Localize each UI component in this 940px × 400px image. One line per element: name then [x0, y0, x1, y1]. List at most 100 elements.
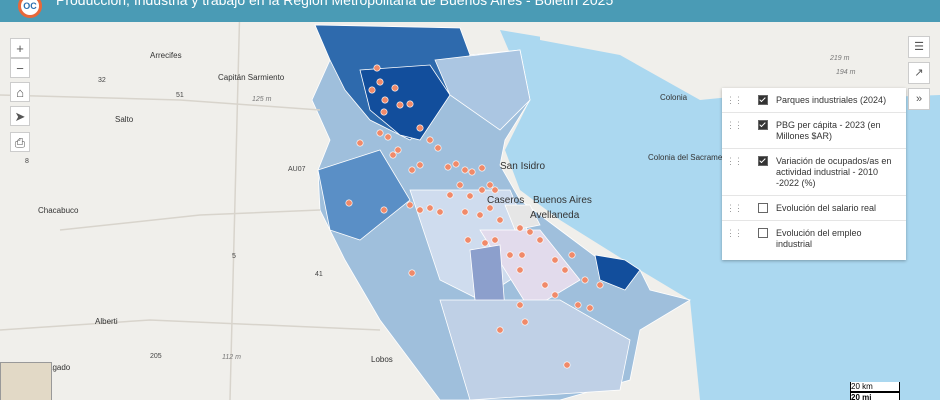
layer-label: Evolución del empleo industrial [776, 228, 862, 249]
zoom-out-button[interactable]: − [10, 58, 30, 78]
place-label: Chacabuco [38, 206, 79, 215]
layer-item[interactable]: ⋮⋮ Evolución del salario real [722, 196, 906, 221]
layer-label: Evolución del salario real [776, 203, 877, 213]
home-button[interactable]: ⌂ [10, 82, 30, 102]
layer-item[interactable]: ⋮⋮ Evolución del empleo industrial [722, 221, 906, 256]
park-dot [391, 84, 399, 92]
park-dot [416, 124, 424, 132]
park-dot [506, 251, 514, 259]
layer-checkbox[interactable] [758, 228, 768, 238]
place-label: Avellaneda [530, 210, 580, 221]
region [439, 299, 631, 400]
road-label: 219 m [829, 55, 850, 62]
region [594, 254, 641, 291]
park-dot [496, 326, 504, 334]
logo: OC [18, 0, 42, 18]
park-dot [551, 291, 559, 299]
road-label: 194 m [836, 69, 856, 76]
park-dot [456, 181, 464, 189]
header-title: Producción, Industria y trabajo en la Re… [56, 0, 614, 8]
share-button[interactable]: ↗ [908, 62, 930, 84]
park-dot [596, 281, 604, 289]
layer-label: PBG per cápita - 2023 (en Millones $AR) [776, 120, 881, 141]
region [504, 204, 541, 231]
road-label: 5 [232, 253, 236, 260]
road-label: AU07 [288, 166, 306, 173]
scale-km: 20 km [850, 382, 900, 392]
park-dot [478, 164, 486, 172]
road-label: 112 m [222, 354, 241, 361]
uruguay-land [540, 20, 940, 100]
road-label: 205 [150, 353, 162, 360]
layer-item[interactable]: ⋮⋮ PBG per cápita - 2023 (en Millones $AR… [722, 113, 906, 149]
park-dot [491, 236, 499, 244]
park-dot [466, 192, 474, 200]
drag-handle[interactable]: ⋮⋮ [726, 228, 743, 238]
park-dot [368, 86, 376, 94]
park-dot [491, 186, 499, 194]
scale-mi: 20 mi [850, 392, 900, 400]
layer-checkbox[interactable] [758, 203, 768, 213]
place-label: Lobos [371, 355, 393, 364]
park-dot [394, 146, 402, 154]
park-dot [436, 208, 444, 216]
header: OC Producción, Industria y trabajo en la … [0, 0, 940, 22]
place-label: Capitán Sarmiento [218, 73, 285, 82]
scale-bar: 20 km 20 mi [850, 382, 940, 400]
layer-checkbox[interactable] [758, 156, 768, 166]
collapse-button[interactable]: » [908, 88, 930, 110]
layer-checkbox[interactable] [758, 120, 768, 130]
park-dot [384, 133, 392, 141]
place-label: Buenos Aires [533, 195, 592, 206]
compass-button[interactable]: ➤ [10, 106, 30, 126]
roads [0, 0, 381, 400]
region [434, 49, 531, 131]
road-label: 32 [98, 77, 106, 84]
road-label: 8 [25, 158, 29, 165]
park-dot [516, 266, 524, 274]
industrial-parks [345, 64, 604, 369]
park-dot [486, 204, 494, 212]
park-dot [518, 251, 526, 259]
park-dot [563, 361, 571, 369]
place-label: Alberti [95, 317, 118, 326]
park-dot [574, 301, 582, 309]
park-dot [376, 129, 384, 137]
place-label: Salto [115, 115, 134, 124]
layer-checkbox[interactable] [758, 95, 768, 105]
place-label: Colonia [660, 93, 688, 102]
park-dot [376, 78, 384, 86]
park-dot [408, 166, 416, 174]
park-dot [464, 236, 472, 244]
park-dot [541, 281, 549, 289]
drag-handle[interactable]: ⋮⋮ [726, 203, 743, 213]
zoom-in-button[interactable]: + [10, 38, 30, 58]
park-dot [516, 224, 524, 232]
print-button[interactable]: ⎙ [10, 132, 30, 152]
park-dot [496, 216, 504, 224]
park-dot [426, 204, 434, 212]
park-dot [356, 139, 364, 147]
park-dot [345, 199, 353, 207]
drag-handle[interactable]: ⋮⋮ [726, 156, 743, 166]
road-label: 51 [176, 92, 184, 99]
park-dot [444, 163, 452, 171]
park-dot [446, 191, 454, 199]
layer-label: Parques industriales (2024) [776, 95, 887, 105]
park-dot [581, 276, 589, 284]
drag-handle[interactable]: ⋮⋮ [726, 95, 743, 105]
place-label: Colonia del Sacramento [648, 153, 734, 162]
drag-handle[interactable]: ⋮⋮ [726, 120, 743, 130]
layer-list-button[interactable]: ☰ [908, 36, 930, 58]
park-dot [406, 100, 414, 108]
park-dot [516, 301, 524, 309]
park-dot [416, 206, 424, 214]
park-dot [406, 201, 414, 209]
park-dot [561, 266, 569, 274]
layer-item[interactable]: ⋮⋮ Parques industriales (2024) [722, 88, 906, 113]
park-dot [486, 181, 494, 189]
park-dot [476, 211, 484, 219]
layer-item[interactable]: ⋮⋮ Variación de ocupados/as en actividad … [722, 149, 906, 196]
park-dot [536, 236, 544, 244]
